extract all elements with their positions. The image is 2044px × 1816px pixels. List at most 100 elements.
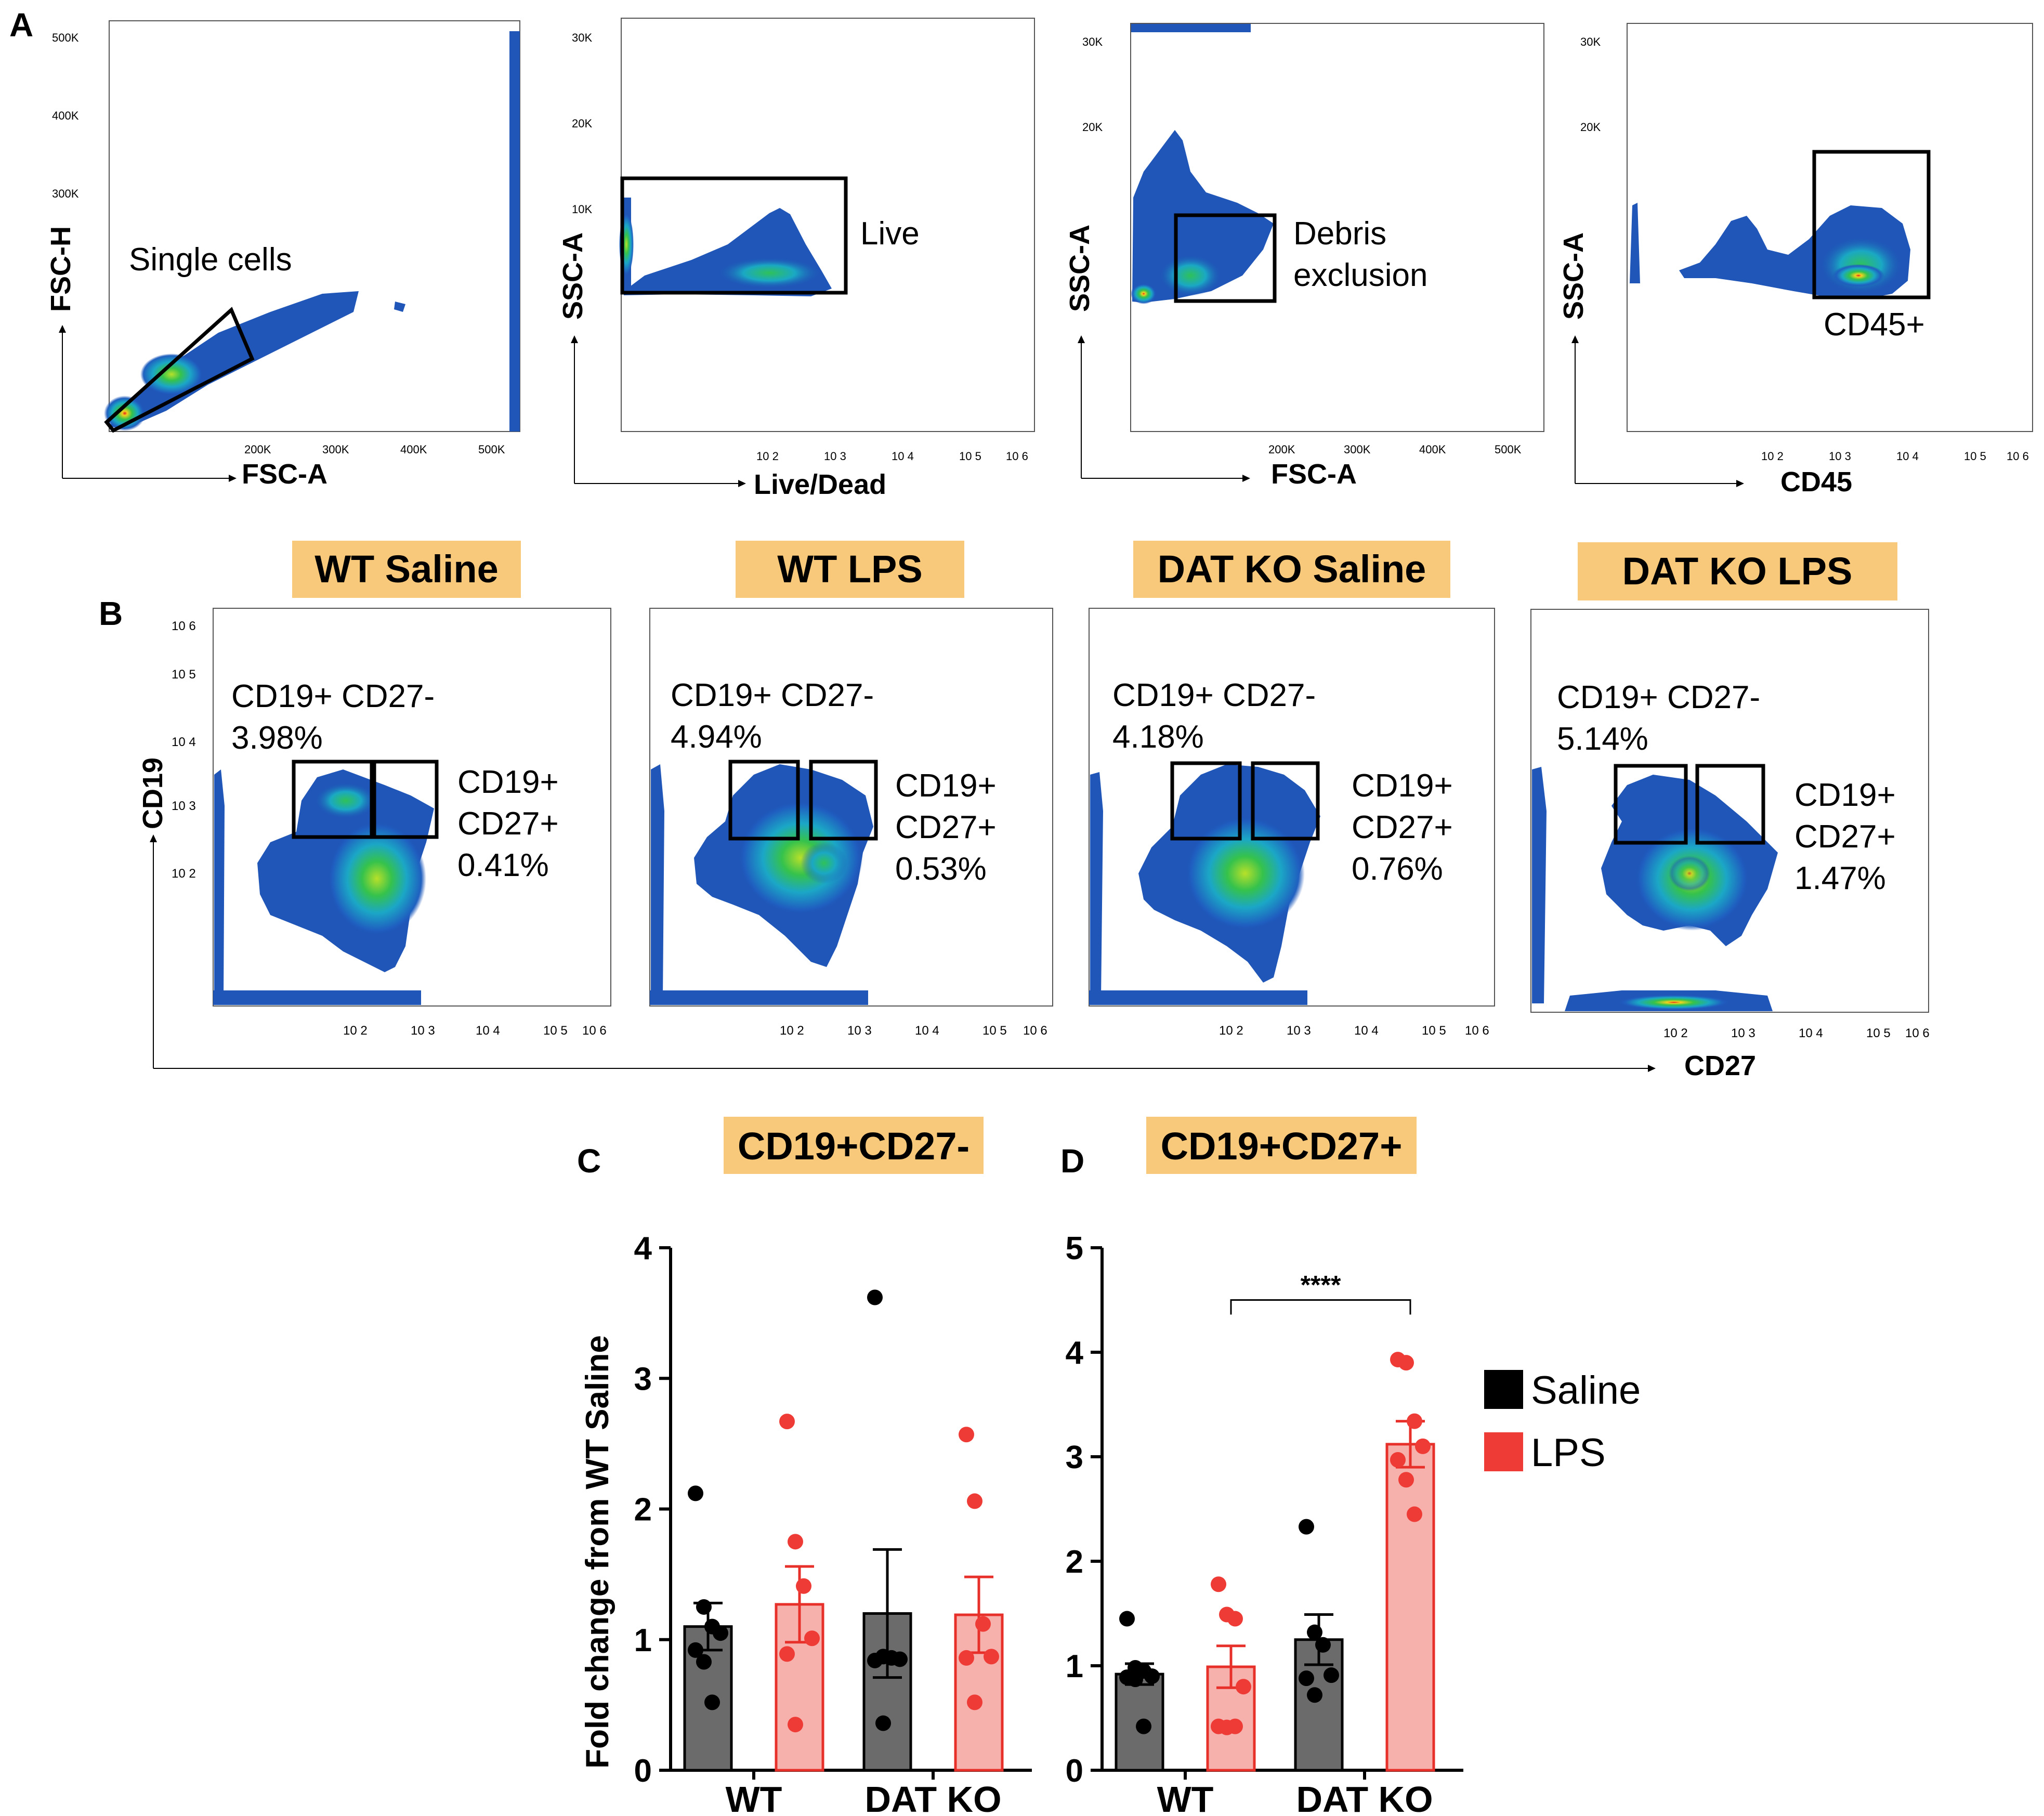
x-tick: 10 6 <box>1023 1024 1047 1038</box>
x-tick: 10 4 <box>476 1024 500 1038</box>
arrowhead <box>738 480 746 487</box>
gate-pct-pos: 0.53% <box>895 851 987 887</box>
data-point <box>1315 1637 1331 1653</box>
y-tick: 10K <box>572 203 592 216</box>
density-hotspot <box>801 842 847 884</box>
x-tick: 400K <box>400 443 427 456</box>
cell-density-edge <box>509 31 520 432</box>
y-tick: 500K <box>52 31 79 44</box>
cell-density-region <box>1532 767 1547 1003</box>
x-tick: 300K <box>322 443 349 456</box>
data-point <box>1398 1355 1414 1371</box>
x-axis-label: FSC-A <box>242 459 327 490</box>
cell-density-edge <box>1089 990 1307 1005</box>
chart-d: 0 1 2 3 4 5 WT DAT KO **** <box>1066 1231 1463 1816</box>
data-point <box>867 1289 883 1305</box>
gate-debris-exclusion <box>1174 213 1277 303</box>
gate-pct-pos: 1.47% <box>1794 860 1886 896</box>
panel-a-plot-1: Single cells 500K 400K 300K 200K 300K 40… <box>45 20 520 490</box>
panel-b-plot-2: CD19+ CD27- 4.94% CD19+ CD27+ 0.53% 10 2… <box>649 608 1053 1038</box>
x-tick: 10 4 <box>1799 1026 1823 1040</box>
gate-label-neg: CD19+ CD27- <box>1557 680 1760 715</box>
chart-c-title: CD19+CD27- <box>738 1125 969 1168</box>
x-tick: 10 3 <box>1829 450 1851 463</box>
x-axis-label: FSC-A <box>1271 459 1357 490</box>
gate-label-neg: CD19+ CD27- <box>231 678 435 714</box>
cell-density-edge <box>650 990 868 1005</box>
x-category-label: DAT KO <box>864 1779 1001 1816</box>
x-tick: 10 3 <box>411 1024 435 1038</box>
data-point <box>1211 1576 1226 1592</box>
x-tick: 500K <box>1495 443 1522 456</box>
panel-b-plot-1: CD19+ CD27- 3.98% CD19+ CD27+ 0.41% 10 6… <box>172 608 611 1038</box>
x-tick: 500K <box>478 443 505 456</box>
y-axis-label: SSC-A <box>1064 225 1095 312</box>
panel-a-plot-4: CD45+ 30K 20K 10 2 10 3 10 4 10 5 10 6 C… <box>1558 23 2033 498</box>
panel-b-axes: CD27 CD19 <box>137 757 1756 1081</box>
cell-density-region <box>1630 203 1640 283</box>
x-category-label: WT <box>1157 1779 1214 1816</box>
legend-swatch-saline <box>1484 1370 1523 1409</box>
y-tick: 10 2 <box>172 867 196 881</box>
plot-frame <box>621 18 1035 432</box>
density-hotspot <box>1617 995 1731 1010</box>
data-point <box>1299 1519 1314 1535</box>
data-point <box>959 1427 974 1443</box>
arrowhead <box>229 475 237 482</box>
gate-label: Debris <box>1293 216 1386 252</box>
gate-live <box>620 176 848 295</box>
panel-b-plot-3: CD19+ CD27- 4.18% CD19+ CD27+ 0.76% 10 2… <box>1089 608 1495 1038</box>
legend-label-saline: Saline <box>1531 1368 1641 1413</box>
x-tick: 10 6 <box>582 1024 607 1038</box>
x-tick: 10 5 <box>1422 1024 1446 1038</box>
density-hotspot <box>1131 283 1157 304</box>
data-point <box>796 1578 811 1594</box>
bar <box>1385 1443 1435 1772</box>
data-point <box>892 1651 908 1667</box>
y-axis-label: SSC-A <box>557 232 588 320</box>
cell-density-edge <box>213 990 421 1005</box>
chart-c-ylabel: Fold change from WT Saline <box>580 1335 615 1769</box>
gate-label-pos: CD19+ <box>895 768 997 804</box>
x-axis-label-cd27: CD27 <box>1684 1050 1756 1081</box>
data-point <box>804 1630 820 1647</box>
gate-pct-pos: 0.76% <box>1352 851 1443 887</box>
density-hotspot <box>140 354 203 395</box>
y-tick-label: 2 <box>1066 1544 1083 1580</box>
x-tick: 10 5 <box>959 450 981 463</box>
x-tick: 10 6 <box>1006 450 1028 463</box>
y-axis-label: FSC-H <box>45 226 76 312</box>
y-tick: 10 3 <box>172 799 196 813</box>
data-point <box>1307 1624 1322 1640</box>
panel-a-plot-2: Live 30K 20K 10K 10 2 10 3 10 4 10 5 10 … <box>557 18 1035 500</box>
x-tick: 10 6 <box>2007 450 2029 463</box>
x-category-label: WT <box>726 1779 782 1816</box>
data-point <box>1299 1670 1314 1687</box>
arrowhead <box>1736 480 1744 487</box>
y-tick-label: 4 <box>1066 1335 1084 1371</box>
gate-label-pos: CD19+ <box>457 764 559 800</box>
x-tick: 200K <box>1268 443 1295 456</box>
x-tick: 10 6 <box>1465 1024 1489 1038</box>
density-hotspot <box>738 801 863 915</box>
gate-cd27-positive <box>1251 761 1320 841</box>
chart-d-title: CD19+CD27+ <box>1161 1125 1403 1168</box>
data-point <box>1128 1671 1143 1688</box>
header-dat-ko-lps: DAT KO LPS <box>1622 550 1853 593</box>
arrowhead <box>1648 1065 1656 1072</box>
x-tick: 10 4 <box>1896 450 1919 463</box>
density-hotspot <box>717 257 821 289</box>
x-tick: 10 3 <box>824 450 846 463</box>
panel-b-plot-4: CD19+ CD27- 5.14% CD19+ CD27+ 1.47% 10 2… <box>1530 609 1930 1040</box>
arrowhead <box>150 834 157 842</box>
data-point <box>967 1694 982 1710</box>
header-bg <box>724 1117 984 1174</box>
data-point <box>867 1652 883 1668</box>
header-bg <box>1146 1117 1417 1174</box>
panel-label-d: D <box>1060 1142 1084 1180</box>
density-hotspot <box>327 821 426 936</box>
gate-label: Live <box>860 216 920 252</box>
x-axis-label: Live/Dead <box>754 469 886 500</box>
gate-cd27-positive <box>1695 764 1765 845</box>
y-tick-label: 5 <box>1066 1231 1083 1266</box>
